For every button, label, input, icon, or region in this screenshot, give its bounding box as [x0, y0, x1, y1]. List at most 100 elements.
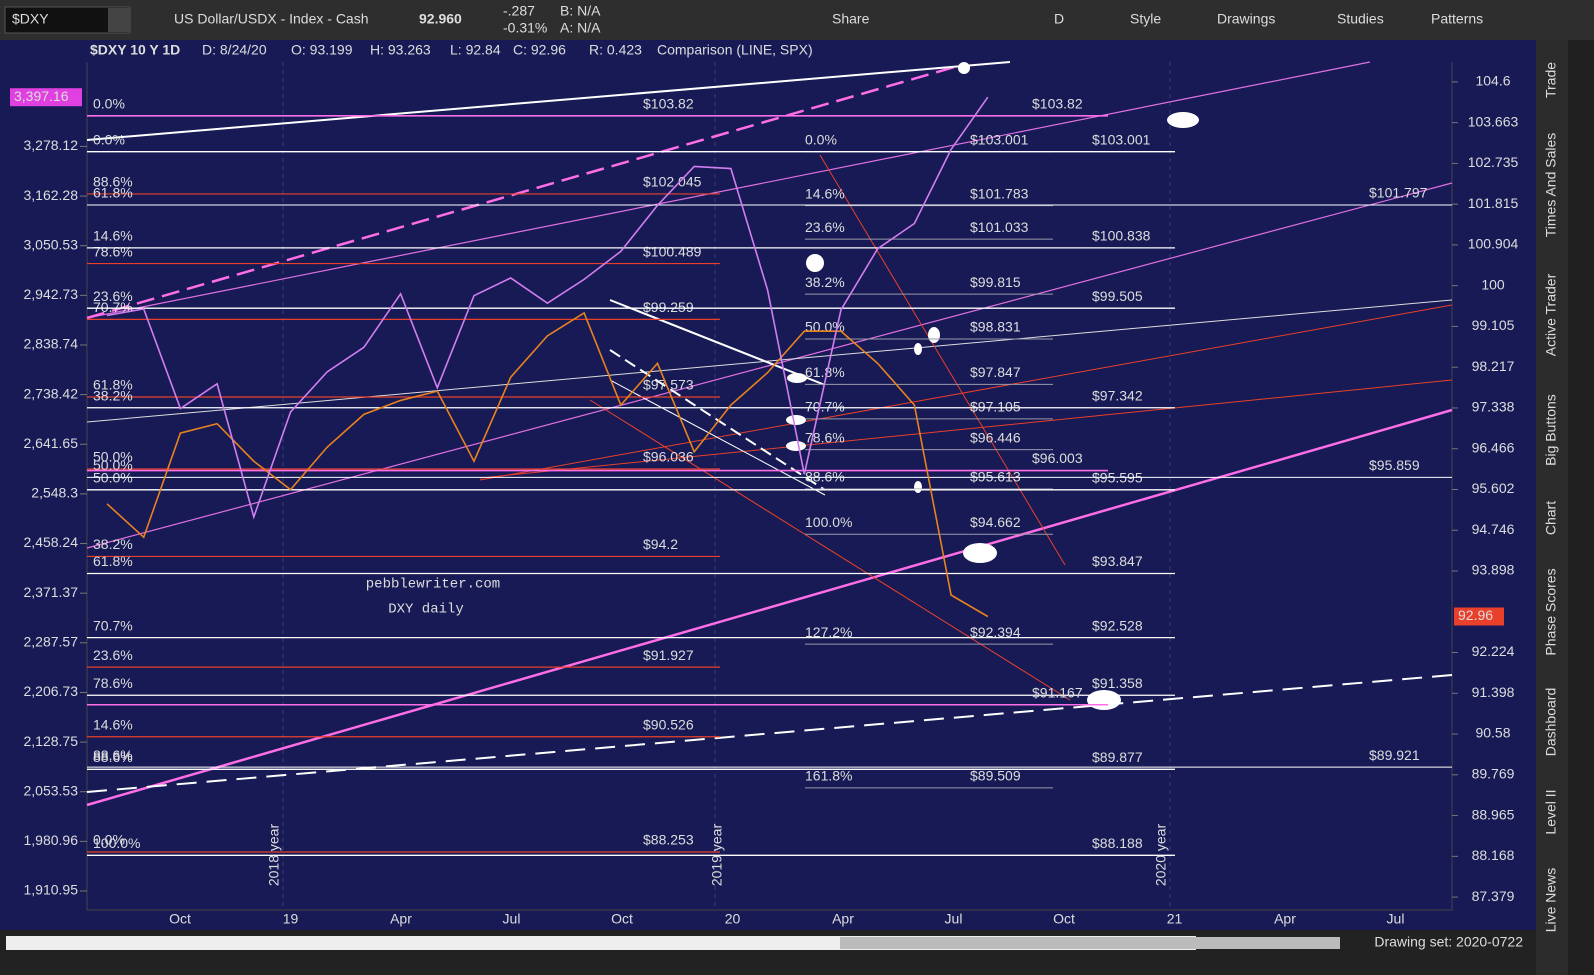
- y-tick-label: 3,278.12: [24, 137, 79, 153]
- x-tick-label: 21: [1167, 911, 1183, 927]
- y2-tick-label: 95.602: [1472, 480, 1515, 496]
- fib-pct: 61.8%: [93, 377, 133, 393]
- header-high: H: 93.263: [370, 42, 431, 58]
- fib-price: $100.489: [643, 243, 702, 259]
- white-channel: [609, 349, 826, 491]
- chart-header: [0, 40, 1536, 62]
- fib-pct: 61.8%: [93, 553, 133, 569]
- fib-pct: 70.7%: [93, 617, 133, 633]
- marker: [963, 543, 997, 563]
- marker: [914, 481, 922, 493]
- fib-price: $89.509: [970, 768, 1021, 784]
- drawing-set: Drawing set: 2020-0722: [1374, 934, 1523, 950]
- y-tick-label: 2,942.73: [24, 286, 79, 302]
- fib-price: $101.783: [970, 185, 1029, 201]
- fib-price: $103.001: [970, 131, 1029, 147]
- fib-price: $101.033: [970, 219, 1029, 235]
- pink-level-label: $91.167: [1032, 684, 1083, 700]
- side-tab[interactable]: Live News: [1543, 868, 1559, 933]
- side-tab[interactable]: Big Buttons: [1543, 394, 1559, 466]
- fib-price: $91.358: [1092, 675, 1143, 691]
- symbol-dropdown[interactable]: [108, 8, 130, 32]
- fib-price: $93.847: [1092, 553, 1143, 569]
- watermark: DXY daily: [388, 602, 464, 618]
- toolbar-button[interactable]: Patterns: [1431, 11, 1483, 27]
- side-tab[interactable]: Chart: [1543, 501, 1559, 535]
- fib-pct: 88.6%: [93, 174, 133, 190]
- side-tab[interactable]: Times And Sales: [1543, 133, 1559, 238]
- y2-tick-label: 99.105: [1472, 317, 1515, 333]
- price-badge-label: 92.96: [1458, 607, 1493, 623]
- fib-price: $88.188: [1092, 835, 1143, 851]
- y-tick-label: 1,980.96: [24, 832, 79, 848]
- fib-pct: 38.2%: [93, 387, 133, 403]
- fib-price: $96.446: [970, 429, 1021, 445]
- scroll-thumb[interactable]: [840, 937, 1340, 949]
- header-low: L: 92.84: [450, 42, 501, 58]
- side-tab[interactable]: Level II: [1543, 789, 1559, 834]
- fib-price: $96.036: [643, 449, 694, 465]
- y-tick-label: 3,162.28: [24, 187, 79, 203]
- fib-pct: 23.6%: [93, 647, 133, 663]
- side-tab[interactable]: Phase Scores: [1543, 568, 1559, 655]
- fib-price: $88.253: [643, 832, 694, 848]
- white-channel: [609, 299, 826, 386]
- fib-pct: 78.6%: [93, 243, 133, 259]
- toolbar-button[interactable]: Style: [1130, 11, 1161, 27]
- side-tab[interactable]: Active Trader: [1543, 273, 1559, 356]
- fib-pct: 70.7%: [93, 299, 133, 315]
- red-trend: [589, 399, 1071, 701]
- y2-tick-label: 91.398: [1472, 684, 1515, 700]
- fib-price: $99.259: [643, 299, 694, 315]
- toolbar-button[interactable]: Studies: [1337, 11, 1384, 27]
- white-trend-top: [86, 61, 1011, 141]
- x-tick-label: Jul: [503, 911, 521, 927]
- fib-pct: 14.6%: [805, 185, 845, 201]
- y-tick-label: 3,050.53: [24, 236, 79, 252]
- toolbar: [0, 0, 1594, 40]
- y-tick-label: 2,641.65: [24, 435, 79, 451]
- y2-tick-label: 87.379: [1472, 888, 1515, 904]
- fib-pct: 0.0%: [93, 832, 125, 848]
- marker: [787, 373, 807, 383]
- marker: [806, 254, 824, 272]
- marker: [958, 62, 970, 74]
- fib-pct: 0.0%: [805, 131, 837, 147]
- y-tick-label: 2,838.74: [24, 336, 79, 352]
- fib-pct: 127.2%: [805, 624, 852, 640]
- y2-tick-label: 100: [1481, 276, 1505, 292]
- toolbar-button[interactable]: Share: [832, 11, 870, 27]
- marker: [928, 327, 940, 343]
- y-tick-label: 2,458.24: [24, 534, 79, 550]
- fib-pct: 78.6%: [93, 675, 133, 691]
- toolbar-button[interactable]: D: [1054, 11, 1064, 27]
- side-tab[interactable]: Dashboard: [1543, 688, 1559, 757]
- white-channel: [609, 379, 826, 496]
- change-pct: -0.31%: [503, 20, 547, 36]
- pink-level-label: $103.82: [1032, 96, 1083, 112]
- y2-tick-label: 98.217: [1472, 358, 1515, 374]
- bid: B: N/A: [560, 3, 601, 19]
- side-tab-strip: [1536, 40, 1568, 975]
- y-tick-label: 2,738.42: [24, 385, 79, 401]
- fib-price: $90.526: [643, 716, 694, 732]
- header-date: D: 8/24/20: [202, 42, 267, 58]
- x-tick-label: 20: [725, 911, 741, 927]
- fib-pct: 70.7%: [805, 399, 845, 415]
- y-tick-label: 1,910.95: [24, 882, 79, 898]
- white-trend: [86, 299, 1453, 423]
- symbol: $DXY: [12, 11, 49, 27]
- marker: [1087, 690, 1121, 710]
- side-tab[interactable]: Trade: [1543, 62, 1559, 98]
- fib-price: $98.831: [970, 319, 1021, 335]
- fib-price: $97.105: [970, 399, 1021, 415]
- toolbar-button[interactable]: Drawings: [1217, 11, 1275, 27]
- header-open: O: 93.199: [291, 42, 353, 58]
- last-price: 92.960: [419, 11, 462, 27]
- fib-price: $103.82: [643, 96, 694, 112]
- description: US Dollar/USDX - Index - Cash: [174, 11, 369, 27]
- x-tick-label: Apr: [832, 911, 854, 927]
- fib-pct: 23.6%: [93, 288, 133, 304]
- red-trend: [479, 379, 1453, 479]
